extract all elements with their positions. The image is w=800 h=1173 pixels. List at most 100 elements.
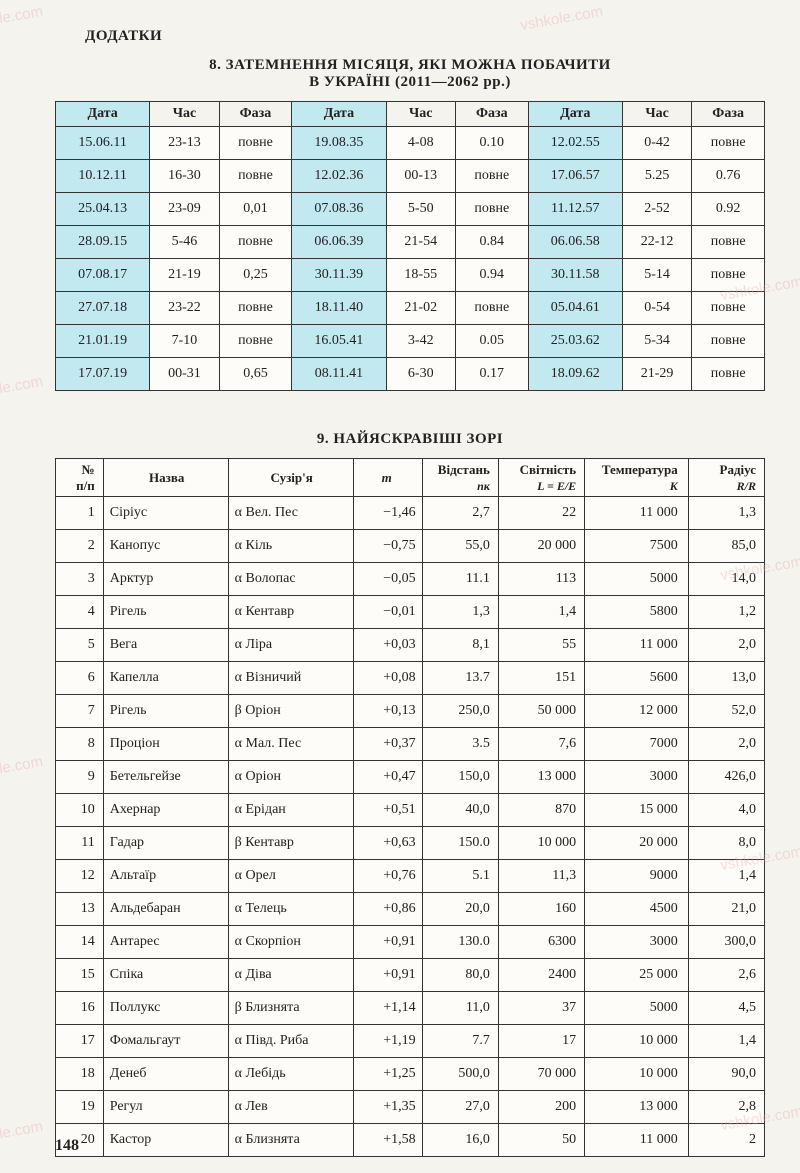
eclipse-cell: 0-54: [622, 292, 691, 325]
table-row: 5Вегаα Ліра+0,038,15511 0002,0: [56, 629, 765, 662]
stars-cell: +1,25: [353, 1058, 422, 1091]
stars-cell: 3000: [585, 926, 689, 959]
watermark: vshkole.com: [0, 373, 44, 404]
stars-cell: 7,6: [498, 728, 584, 761]
eclipse-cell: 00-31: [150, 358, 219, 391]
eclipse-cell: повне: [692, 259, 765, 292]
stars-cell: 2,0: [688, 629, 764, 662]
table-row: 1Сіріусα Вел. Пес−1,462,72211 0001,3: [56, 497, 765, 530]
stars-cell: 8,1: [422, 629, 498, 662]
stars-cell: Гадар: [103, 827, 228, 860]
eclipse-cell: 00-13: [386, 160, 455, 193]
stars-cell: 1,4: [498, 596, 584, 629]
eclipse-header-cell: Дата: [528, 102, 622, 127]
stars-cell: 13.7: [422, 662, 498, 695]
stars-cell: 13,0: [688, 662, 764, 695]
stars-cell: β Близнята: [228, 992, 353, 1025]
stars-cell: 7500: [585, 530, 689, 563]
stars-cell: α Ерідан: [228, 794, 353, 827]
eclipse-cell: повне: [692, 292, 765, 325]
stars-cell: 150.0: [422, 827, 498, 860]
table-row: 17Фомальгаутα Півд. Риба+1,197.71710 000…: [56, 1025, 765, 1058]
eclipse-cell: 12.02.55: [528, 127, 622, 160]
eclipse-cell: 15.06.11: [56, 127, 150, 160]
eclipse-cell: 18-55: [386, 259, 455, 292]
eclipse-cell: повне: [692, 358, 765, 391]
stars-cell: 15: [56, 959, 104, 992]
eclipse-cell: 0,65: [219, 358, 292, 391]
eclipse-cell: 07.08.36: [292, 193, 386, 226]
table-row: 4Рігельα Кентавр−0,011,31,458001,2: [56, 596, 765, 629]
eclipse-cell: 08.11.41: [292, 358, 386, 391]
stars-cell: 15 000: [585, 794, 689, 827]
eclipse-cell: повне: [455, 193, 528, 226]
stars-cell: +0,51: [353, 794, 422, 827]
stars-cell: 6: [56, 662, 104, 695]
stars-cell: Рігель: [103, 695, 228, 728]
hdr-dist: Відстаньпк: [422, 459, 498, 497]
stars-cell: α Телець: [228, 893, 353, 926]
stars-cell: α Кіль: [228, 530, 353, 563]
eclipse-cell: повне: [692, 127, 765, 160]
eclipse-title: 8. ЗАТЕМНЕННЯ МІСЯЦЯ, ЯКІ МОЖНА ПОБАЧИТИ…: [55, 57, 765, 91]
stars-cell: 11,3: [498, 860, 584, 893]
eclipse-cell: 07.08.17: [56, 259, 150, 292]
stars-cell: 2,0: [688, 728, 764, 761]
stars-cell: 3.5: [422, 728, 498, 761]
table-row: 19Регулα Лев+1,3527,020013 0002,8: [56, 1091, 765, 1124]
eclipse-cell: 25.03.62: [528, 325, 622, 358]
stars-cell: −1,46: [353, 497, 422, 530]
watermark: vshkole.com: [0, 1118, 44, 1149]
eclipse-title-line2: В УКРАЇНІ (2011—2062 рр.): [309, 74, 511, 90]
stars-cell: 6300: [498, 926, 584, 959]
table-row: 2Канопусα Кіль−0,7555,020 000750085,0: [56, 530, 765, 563]
stars-cell: Денеб: [103, 1058, 228, 1091]
eclipse-cell: 3-42: [386, 325, 455, 358]
stars-cell: 5800: [585, 596, 689, 629]
stars-cell: 19: [56, 1091, 104, 1124]
eclipse-cell: 0.10: [455, 127, 528, 160]
table-row: 15.06.1123-13повне19.08.354-080.1012.02.…: [56, 127, 765, 160]
table-row: 14Антаресα Скорпіон+0,91130.063003000300…: [56, 926, 765, 959]
eclipse-cell: 16-30: [150, 160, 219, 193]
table-row: 10Ахернарα Ерідан+0,5140,087015 0004,0: [56, 794, 765, 827]
stars-cell: 50 000: [498, 695, 584, 728]
eclipse-cell: 10.12.11: [56, 160, 150, 193]
eclipse-cell: 30.11.58: [528, 259, 622, 292]
stars-cell: 2,6: [688, 959, 764, 992]
stars-cell: 4500: [585, 893, 689, 926]
section-label: ДОДАТКИ: [85, 28, 765, 45]
stars-cell: 8,0: [688, 827, 764, 860]
hdr-num: №п/п: [56, 459, 104, 497]
eclipse-cell: 21-54: [386, 226, 455, 259]
eclipse-cell: 0-42: [622, 127, 691, 160]
eclipse-cell: повне: [455, 160, 528, 193]
eclipse-cell: 06.06.58: [528, 226, 622, 259]
eclipse-cell: 11.12.57: [528, 193, 622, 226]
stars-cell: Сіріус: [103, 497, 228, 530]
stars-cell: 11.1: [422, 563, 498, 596]
eclipse-cell: повне: [219, 226, 292, 259]
stars-cell: 250,0: [422, 695, 498, 728]
table-row: 17.07.1900-310,6508.11.416-300.1718.09.6…: [56, 358, 765, 391]
stars-cell: −0,75: [353, 530, 422, 563]
eclipse-cell: 5-34: [622, 325, 691, 358]
eclipse-cell: повне: [692, 226, 765, 259]
eclipse-header-cell: Фаза: [219, 102, 292, 127]
table-row: 25.04.1323-090,0107.08.365-50повне11.12.…: [56, 193, 765, 226]
eclipse-cell: 2-52: [622, 193, 691, 226]
stars-cell: 12 000: [585, 695, 689, 728]
stars-cell: +1,58: [353, 1124, 422, 1157]
stars-cell: +1,19: [353, 1025, 422, 1058]
stars-cell: +0,91: [353, 926, 422, 959]
stars-cell: 9: [56, 761, 104, 794]
table-row: 13Альдебаранα Телець+0,8620,0160450021,0: [56, 893, 765, 926]
table-row: 10.12.1116-30повне12.02.3600-13повне17.0…: [56, 160, 765, 193]
eclipse-cell: 7-10: [150, 325, 219, 358]
stars-cell: +1,14: [353, 992, 422, 1025]
stars-cell: 85,0: [688, 530, 764, 563]
stars-cell: 20 000: [585, 827, 689, 860]
eclipse-cell: 16.05.41: [292, 325, 386, 358]
stars-cell: Капелла: [103, 662, 228, 695]
stars-cell: +0,63: [353, 827, 422, 860]
